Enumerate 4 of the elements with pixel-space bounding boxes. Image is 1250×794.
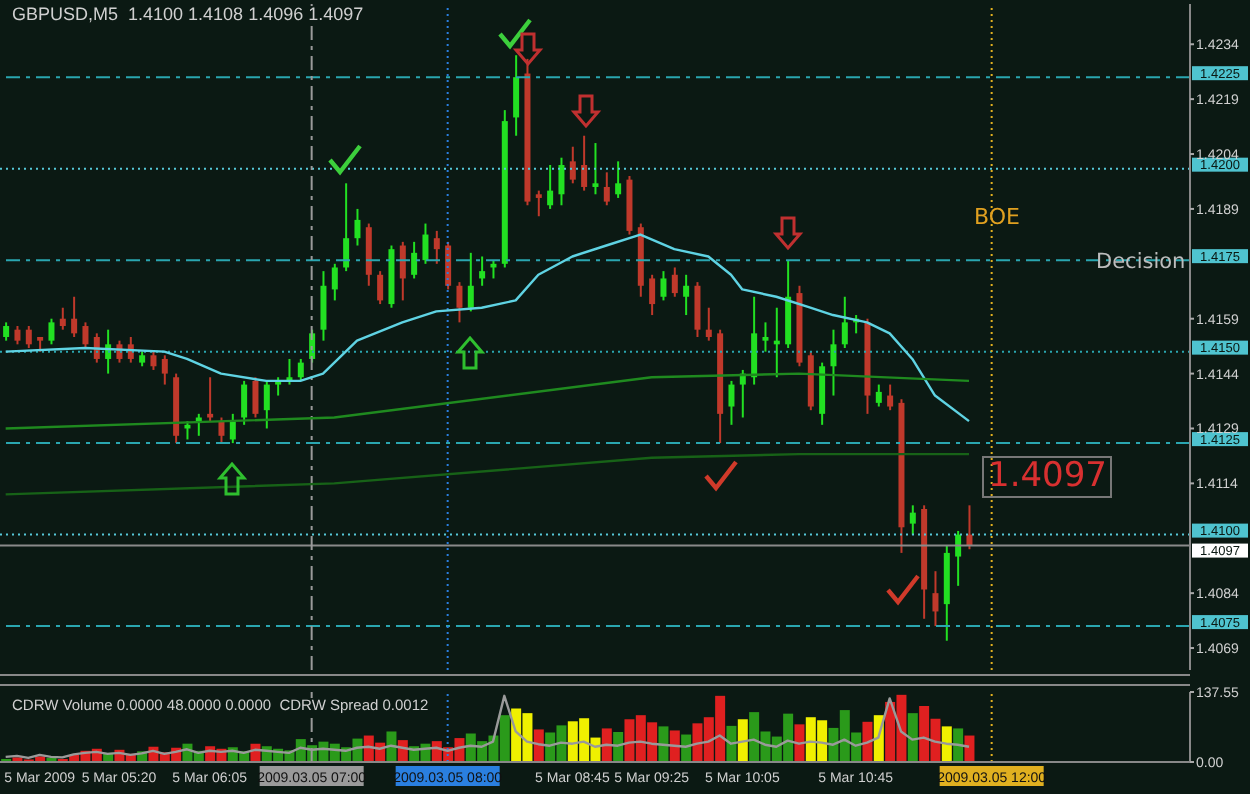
- chart-title: GBPUSD,M5 1.4100 1.4108 1.4096 1.4097: [12, 4, 364, 26]
- annotation: BOE: [974, 204, 1020, 231]
- annotation: Decision: [1096, 250, 1186, 276]
- annotation: 1.4097: [982, 456, 1113, 498]
